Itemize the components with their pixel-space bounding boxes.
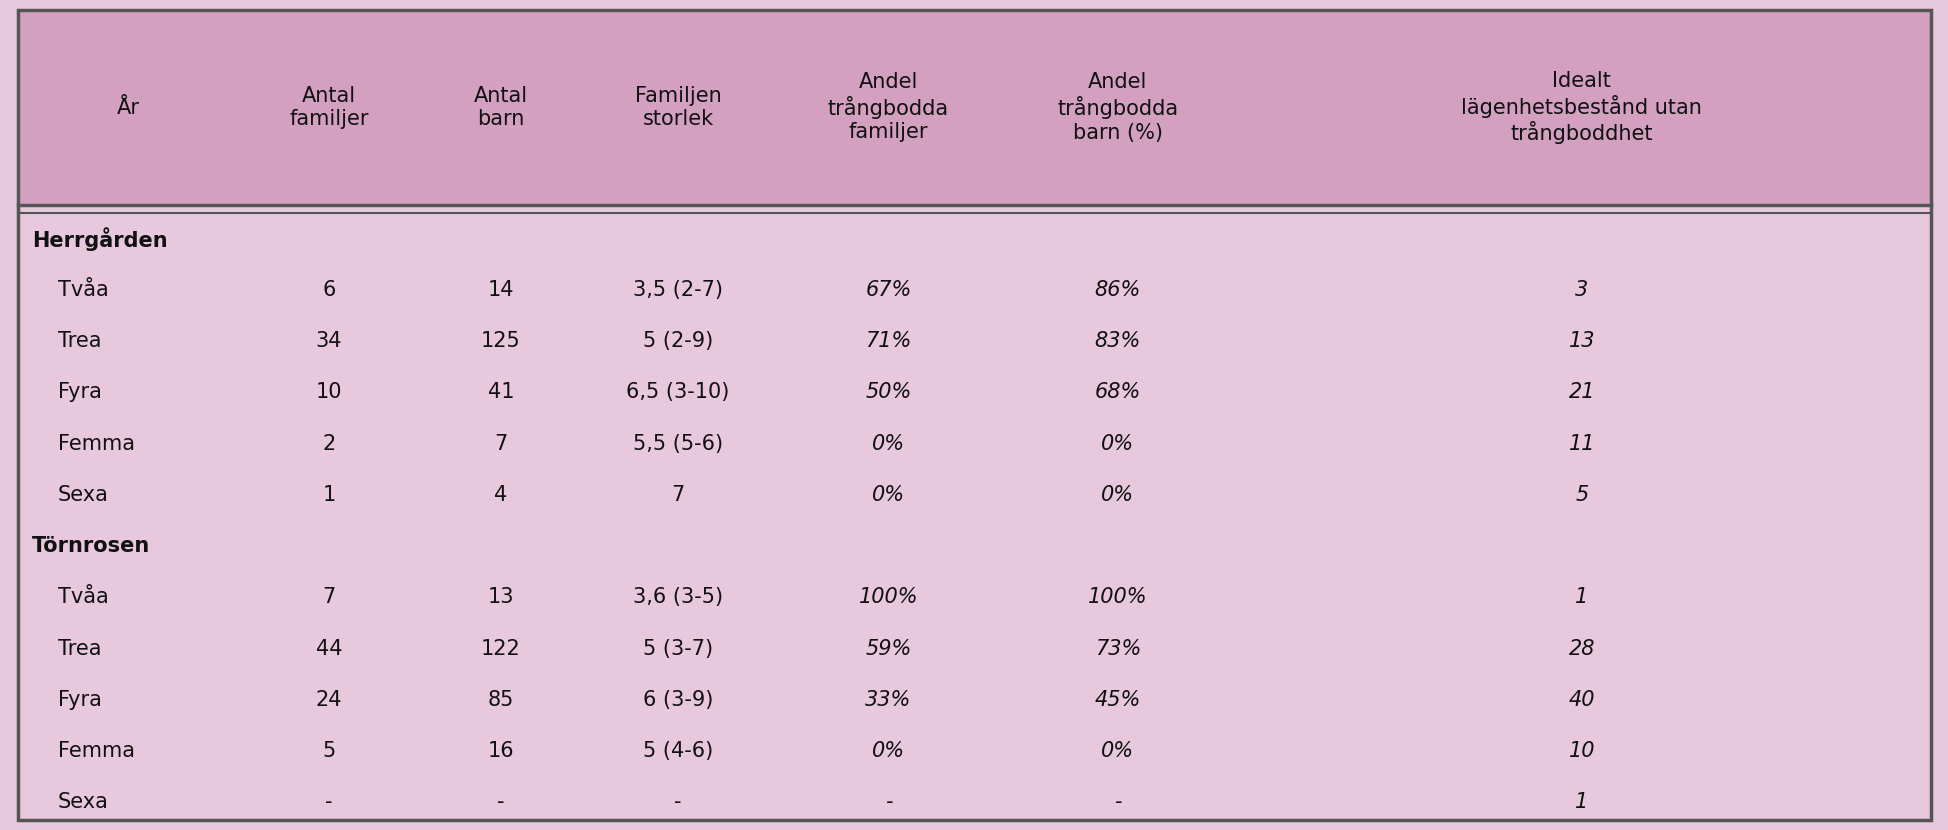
Text: 5: 5 bbox=[1574, 485, 1588, 505]
Text: 5 (2-9): 5 (2-9) bbox=[643, 331, 713, 351]
Bar bbox=[18, 205, 1930, 820]
Text: 33%: 33% bbox=[865, 690, 912, 710]
Text: Fyra: Fyra bbox=[58, 383, 101, 403]
Text: 0%: 0% bbox=[1101, 485, 1134, 505]
Text: Tvåa: Tvåa bbox=[58, 280, 109, 300]
Text: Femma: Femma bbox=[58, 741, 134, 761]
Text: 86%: 86% bbox=[1095, 280, 1142, 300]
Text: 1: 1 bbox=[321, 485, 335, 505]
Text: 7: 7 bbox=[495, 433, 506, 454]
Text: Antal
barn: Antal barn bbox=[473, 85, 528, 129]
Text: 122: 122 bbox=[481, 638, 520, 659]
Text: 13: 13 bbox=[487, 588, 514, 608]
Text: 68%: 68% bbox=[1095, 383, 1142, 403]
Text: År: År bbox=[117, 97, 140, 118]
Text: 34: 34 bbox=[316, 331, 343, 351]
Text: 50%: 50% bbox=[865, 383, 912, 403]
Text: 0%: 0% bbox=[1101, 741, 1134, 761]
Text: 44: 44 bbox=[316, 638, 343, 659]
Text: 6,5 (3-10): 6,5 (3-10) bbox=[625, 383, 729, 403]
Text: Sexa: Sexa bbox=[58, 485, 109, 505]
Text: 85: 85 bbox=[487, 690, 514, 710]
Text: 6: 6 bbox=[321, 280, 335, 300]
Text: 13: 13 bbox=[1568, 331, 1593, 351]
Text: 5 (4-6): 5 (4-6) bbox=[643, 741, 713, 761]
Text: 0%: 0% bbox=[871, 741, 904, 761]
Text: -: - bbox=[497, 793, 505, 813]
Text: Törnrosen: Törnrosen bbox=[31, 536, 150, 556]
Text: 10: 10 bbox=[316, 383, 343, 403]
Text: 28: 28 bbox=[1568, 638, 1593, 659]
Text: Idealt
lägenhetsbestånd utan
trångboddhet: Idealt lägenhetsbestånd utan trångboddhe… bbox=[1461, 71, 1701, 144]
Text: 1: 1 bbox=[1574, 588, 1588, 608]
Text: 125: 125 bbox=[481, 331, 520, 351]
Text: -: - bbox=[884, 793, 892, 813]
Text: 16: 16 bbox=[487, 741, 514, 761]
Text: 5: 5 bbox=[321, 741, 335, 761]
Text: 45%: 45% bbox=[1095, 690, 1142, 710]
Text: 7: 7 bbox=[670, 485, 684, 505]
Text: Andel
trångbodda
barn (%): Andel trångbodda barn (%) bbox=[1058, 72, 1179, 143]
Text: 100%: 100% bbox=[1087, 588, 1147, 608]
Text: 2: 2 bbox=[321, 433, 335, 454]
Text: Trea: Trea bbox=[58, 638, 101, 659]
Text: 7: 7 bbox=[321, 588, 335, 608]
Text: -: - bbox=[1114, 793, 1122, 813]
Text: 0%: 0% bbox=[1101, 433, 1134, 454]
Text: -: - bbox=[325, 793, 333, 813]
Text: 0%: 0% bbox=[871, 433, 904, 454]
Text: 11: 11 bbox=[1568, 433, 1593, 454]
Text: 40: 40 bbox=[1568, 690, 1593, 710]
Text: 6 (3-9): 6 (3-9) bbox=[643, 690, 713, 710]
Text: 3,5 (2-7): 3,5 (2-7) bbox=[633, 280, 723, 300]
Text: 3,6 (3-5): 3,6 (3-5) bbox=[633, 588, 723, 608]
Text: 83%: 83% bbox=[1095, 331, 1142, 351]
Text: Andel
trångbodda
familjer: Andel trångbodda familjer bbox=[828, 72, 949, 143]
Text: 3: 3 bbox=[1574, 280, 1588, 300]
Text: 14: 14 bbox=[487, 280, 514, 300]
Text: -: - bbox=[674, 793, 682, 813]
Text: 5,5 (5-6): 5,5 (5-6) bbox=[633, 433, 723, 454]
Text: 59%: 59% bbox=[865, 638, 912, 659]
Text: 5 (3-7): 5 (3-7) bbox=[643, 638, 713, 659]
Text: Femma: Femma bbox=[58, 433, 134, 454]
Text: 67%: 67% bbox=[865, 280, 912, 300]
Text: Herrgården: Herrgården bbox=[31, 227, 168, 251]
Text: 24: 24 bbox=[316, 690, 343, 710]
Text: Familjen
storlek: Familjen storlek bbox=[635, 85, 721, 129]
Text: 73%: 73% bbox=[1095, 638, 1142, 659]
Text: 100%: 100% bbox=[859, 588, 918, 608]
Text: Trea: Trea bbox=[58, 331, 101, 351]
Text: Tvåa: Tvåa bbox=[58, 588, 109, 608]
Text: 21: 21 bbox=[1568, 383, 1593, 403]
Text: 10: 10 bbox=[1568, 741, 1593, 761]
Text: 71%: 71% bbox=[865, 331, 912, 351]
Text: Fyra: Fyra bbox=[58, 690, 101, 710]
Text: 1: 1 bbox=[1574, 793, 1588, 813]
Text: 41: 41 bbox=[487, 383, 514, 403]
Bar bbox=[18, 10, 1930, 205]
Text: Antal
familjer: Antal familjer bbox=[288, 85, 368, 129]
Text: Sexa: Sexa bbox=[58, 793, 109, 813]
Text: 0%: 0% bbox=[871, 485, 904, 505]
Text: 4: 4 bbox=[495, 485, 506, 505]
